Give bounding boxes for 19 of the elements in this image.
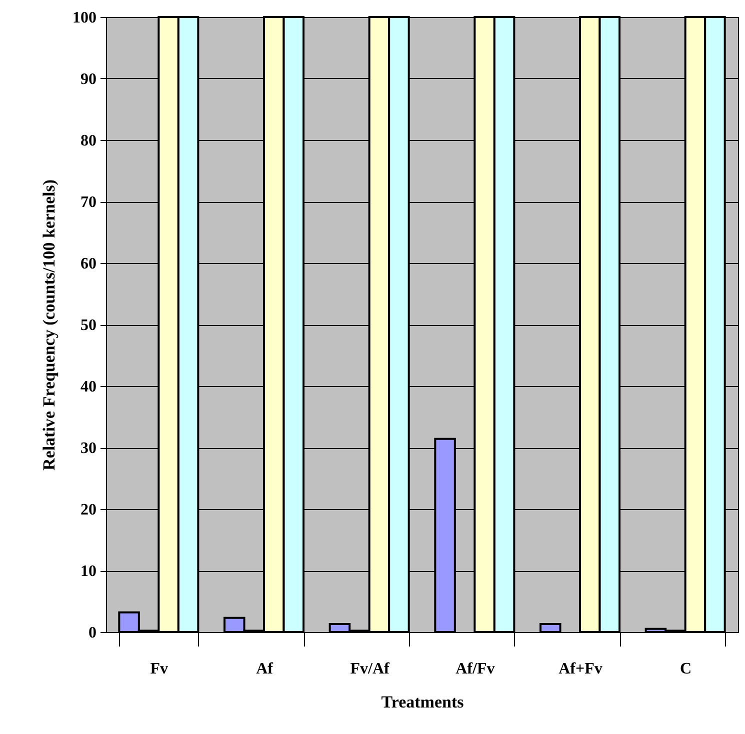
x-tick-label: Af+Fv bbox=[558, 660, 602, 678]
y-tick-label: 10 bbox=[80, 563, 96, 580]
x-tick-label: Af bbox=[256, 660, 274, 678]
y-tick-label: 70 bbox=[80, 194, 96, 211]
x-tick-label: Fv bbox=[150, 660, 168, 678]
x-tick-label: Fv/Af bbox=[350, 660, 390, 678]
y-tick-label: 100 bbox=[72, 10, 96, 26]
y-tick-label: 40 bbox=[80, 378, 96, 396]
x-tick-label: Af/Fv bbox=[456, 660, 495, 678]
y-axis-title: Relative Frequency (counts/100 kernels) bbox=[40, 179, 58, 471]
y-tick-label: 20 bbox=[80, 502, 96, 518]
x-axis-title: Treatments bbox=[381, 692, 464, 712]
y-tick-label: 60 bbox=[80, 256, 96, 272]
y-tick-label: 0 bbox=[88, 624, 96, 642]
x-tick-label: C bbox=[680, 660, 692, 678]
y-tick-label: 80 bbox=[80, 132, 96, 150]
y-tick-label: 50 bbox=[80, 317, 96, 334]
y-tick-label: 90 bbox=[80, 71, 96, 88]
y-tick-label: 30 bbox=[80, 440, 96, 457]
